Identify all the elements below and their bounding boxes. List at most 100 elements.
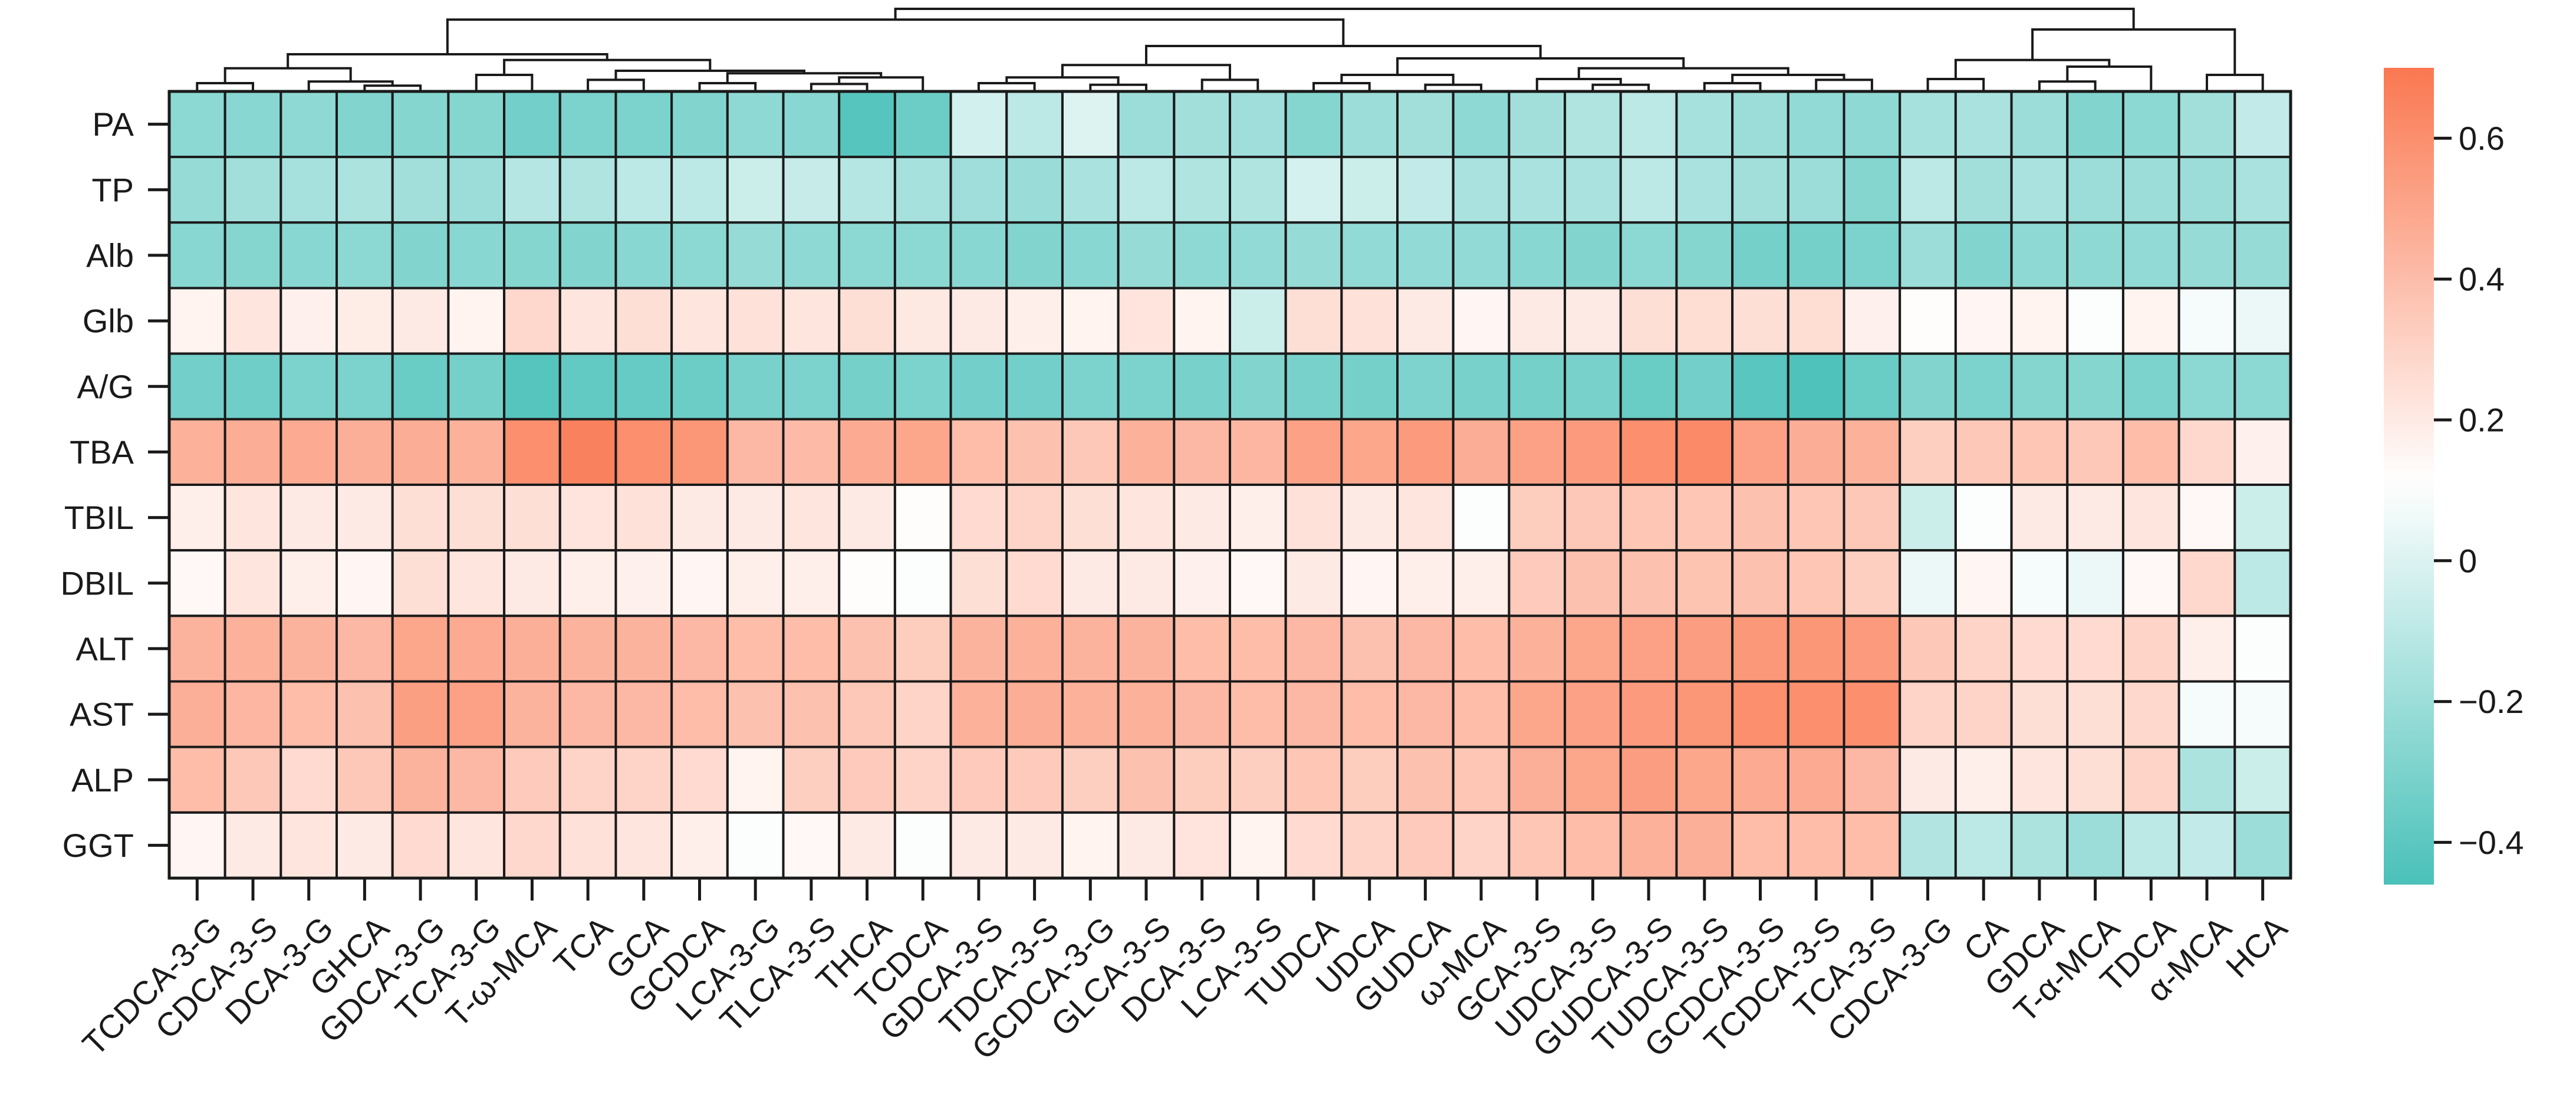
heatmap-cell — [1061, 549, 1120, 617]
heatmap-cell — [614, 811, 673, 879]
heatmap-cell — [1117, 614, 1176, 683]
heatmap-cell — [2233, 90, 2292, 159]
heatmap-cell — [1619, 484, 1678, 552]
heatmap-cell — [503, 221, 561, 290]
heatmap-cell — [1061, 352, 1120, 420]
heatmap-cell — [782, 221, 841, 290]
heatmap-cell — [1899, 680, 1957, 748]
heatmap-cell — [726, 418, 785, 487]
heatmap-cell — [838, 549, 896, 617]
heatmap-cell — [1229, 484, 1287, 552]
heatmap-cell — [2177, 680, 2236, 748]
heatmap-cell — [223, 90, 282, 159]
heatmap-cell — [1340, 745, 1399, 814]
heatmap-cell — [1005, 156, 1064, 224]
heatmap-cell — [2177, 418, 2236, 487]
heatmap-cell — [2233, 811, 2292, 879]
column-label: HCA — [2219, 909, 2295, 985]
heatmap-cell — [1452, 352, 1511, 420]
dendrogram-branch — [446, 18, 1345, 54]
heatmap-cell — [1731, 680, 1789, 748]
heatmap-cell — [1787, 287, 1845, 355]
heatmap-cell — [1396, 90, 1455, 159]
heatmap-cell — [1954, 352, 2013, 420]
dendrogram-branch — [2066, 65, 2153, 91]
heatmap-cell — [1173, 352, 1231, 420]
heatmap-cell — [391, 90, 450, 159]
heatmap-cell — [2121, 549, 2180, 617]
heatmap-cell — [782, 745, 841, 814]
heatmap-cell — [1564, 745, 1622, 814]
heatmap-cell — [1675, 811, 1734, 879]
heatmap-cell — [391, 287, 450, 355]
heatmap-cell — [558, 418, 617, 487]
colorbar-tick-label: 0.6 — [2459, 120, 2505, 157]
heatmap-cell — [2010, 745, 2069, 814]
heatmap-cell — [670, 614, 729, 683]
heatmap-cell — [335, 352, 394, 420]
heatmap-cell — [223, 352, 282, 420]
heatmap-cell — [2177, 352, 2236, 420]
heatmap-cell — [279, 352, 338, 420]
heatmap-cell — [558, 287, 617, 355]
heatmap-cell — [1899, 549, 1957, 617]
heatmap-cell — [1619, 352, 1678, 420]
heatmap-cell — [1173, 811, 1231, 879]
heatmap-cell — [2177, 287, 2236, 355]
heatmap-cell — [168, 811, 226, 879]
heatmap-cell — [1619, 287, 1678, 355]
heatmap-cell — [503, 287, 561, 355]
heatmap-cell — [1005, 811, 1064, 879]
heatmap-cell — [447, 549, 506, 617]
heatmap-cell — [1899, 221, 1957, 290]
heatmap-cell — [614, 352, 673, 420]
heatmap-cell — [1843, 614, 1901, 683]
heatmap-cell — [2121, 287, 2180, 355]
heatmap-cell — [2177, 549, 2236, 617]
heatmap-cell — [1619, 614, 1678, 683]
heatmap-cell — [1452, 484, 1511, 552]
heatmap-cell — [223, 418, 282, 487]
heatmap-cell — [2233, 614, 2292, 683]
heatmap-cell — [614, 221, 673, 290]
heatmap-cell — [1396, 745, 1455, 814]
heatmap-cell — [1619, 549, 1678, 617]
row-label: TP — [91, 171, 134, 208]
heatmap-cell — [1005, 287, 1064, 355]
heatmap-cell — [1675, 745, 1734, 814]
heatmap-cell — [2177, 90, 2236, 159]
dendrogram-branch — [587, 78, 645, 91]
heatmap-cell — [1508, 811, 1567, 879]
heatmap-cell — [1619, 418, 1678, 487]
heatmap-cell — [1675, 680, 1734, 748]
heatmap-cell — [1452, 287, 1511, 355]
heatmap-cell — [1843, 352, 1901, 420]
heatmap-cell — [1061, 484, 1120, 552]
heatmap-cell — [391, 614, 450, 683]
heatmap-cell — [168, 680, 226, 748]
heatmap-cell — [168, 745, 226, 814]
heatmap-cell — [670, 680, 729, 748]
heatmap-cell — [503, 680, 561, 748]
heatmap-cell — [2233, 221, 2292, 290]
heatmap-cell — [1061, 287, 1120, 355]
heatmap-cell — [1564, 418, 1622, 487]
heatmap-cell — [558, 745, 617, 814]
heatmap-cell — [1508, 221, 1567, 290]
heatmap-cell — [838, 484, 896, 552]
heatmap-cell — [782, 614, 841, 683]
dendrogram-branch — [2031, 28, 2236, 75]
heatmap-cell — [893, 549, 952, 617]
heatmap-cell — [670, 549, 729, 617]
heatmap-cell — [1787, 484, 1845, 552]
heatmap-cell — [168, 221, 226, 290]
heatmap-cell — [1843, 484, 1901, 552]
heatmap-cell — [558, 614, 617, 683]
heatmap-cell — [614, 287, 673, 355]
heatmap-cell — [168, 484, 226, 552]
heatmap-cell — [2121, 156, 2180, 224]
heatmap-cell — [1061, 156, 1120, 224]
heatmap-cell — [2066, 90, 2124, 159]
heatmap-cell — [1173, 90, 1231, 159]
